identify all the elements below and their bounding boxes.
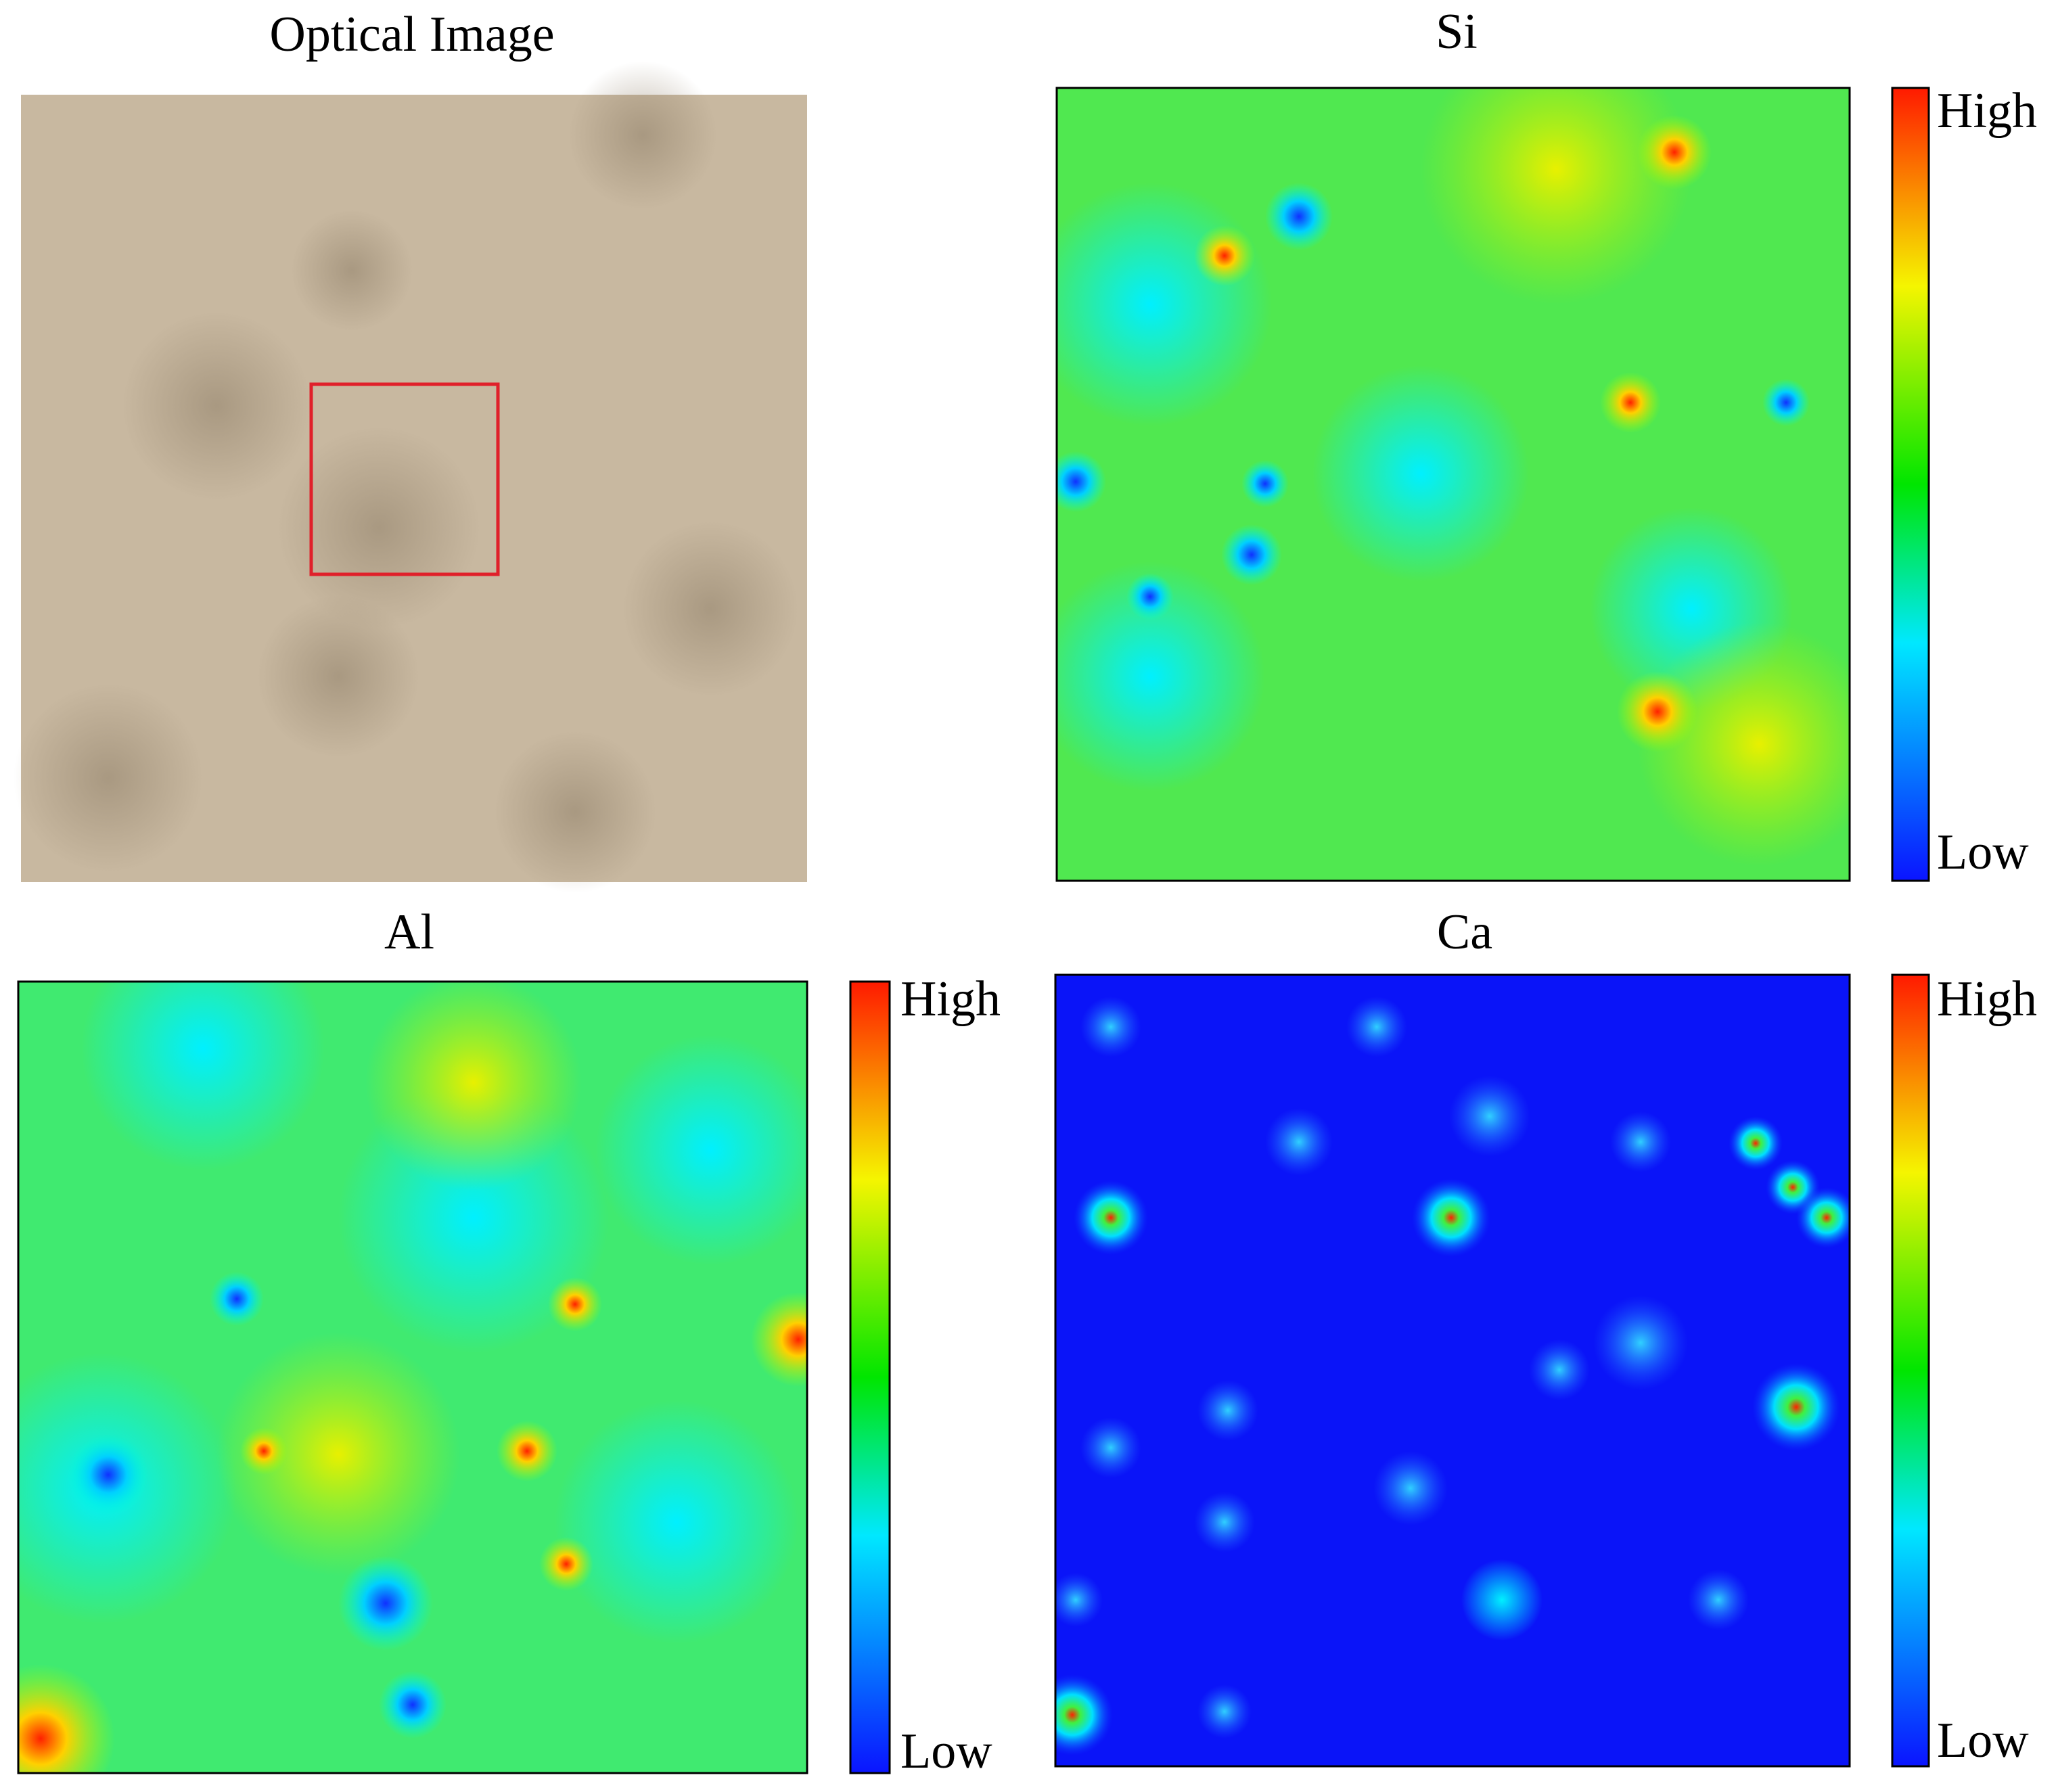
si-map — [1057, 88, 1850, 881]
ca-map-part — [1055, 1674, 1113, 1755]
ca-map-part — [1194, 1492, 1255, 1553]
si-map-part — [1421, 88, 1691, 304]
panel-title: Al — [384, 904, 434, 960]
ca-map-part — [1197, 1380, 1258, 1441]
ca-map-part — [1346, 996, 1407, 1057]
ca-map-part — [1593, 1295, 1688, 1390]
map-frame — [1055, 87, 1851, 882]
al-map-part — [595, 1035, 807, 1265]
ca-map-part — [1529, 1339, 1590, 1400]
ca-map-part — [1412, 1178, 1490, 1257]
al-map-part — [18, 1664, 115, 1773]
colorbar — [1891, 973, 1930, 1768]
ca-map-part — [1080, 1417, 1141, 1478]
si-map-part — [1194, 225, 1255, 286]
colorbar — [849, 980, 891, 1774]
colorbar-high-label: High — [900, 971, 1001, 1027]
si-map-part — [1241, 460, 1289, 507]
ca-map-part — [1796, 1187, 1850, 1248]
optical-image — [14, 61, 807, 893]
optical-image-part — [257, 595, 419, 758]
ca-map-part — [1610, 1111, 1671, 1172]
ca-map-part — [1197, 1684, 1252, 1739]
al-map-part — [497, 1421, 557, 1481]
ca-map-part — [1752, 1363, 1840, 1451]
ca-map-part — [1055, 975, 1850, 1766]
optical-image-part — [494, 731, 656, 893]
optical-image-part — [568, 61, 717, 210]
map-frame — [17, 980, 808, 1774]
colorbar-high-label: High — [1937, 83, 2037, 139]
map-frame — [1054, 973, 1851, 1768]
al-map-part — [555, 1400, 798, 1644]
panel-title: Optical Image — [269, 7, 554, 62]
si-map-part — [1057, 451, 1106, 512]
optical-image-part — [277, 426, 480, 629]
ca-map-part — [1688, 1569, 1749, 1630]
al-map-part — [210, 1272, 264, 1326]
al-map-part — [81, 982, 325, 1170]
si-map-part — [1312, 365, 1529, 582]
colorbar — [1891, 87, 1930, 882]
si-map-part — [1637, 115, 1712, 189]
ca-map-part — [1265, 1108, 1333, 1176]
optical-image-part — [291, 210, 413, 331]
si-map-part — [1221, 524, 1282, 585]
si-map-part — [1600, 372, 1661, 433]
si-map-part — [1265, 183, 1333, 250]
ca-map-part — [1729, 1116, 1783, 1170]
colorbar-low-label: Low — [1937, 825, 2029, 880]
ca-map-part — [1074, 1180, 1148, 1255]
al-map-part — [240, 1427, 288, 1475]
colorbar-low-label: Low — [1937, 1713, 2029, 1768]
colorbar-low-label: Low — [900, 1724, 992, 1779]
al-map-part — [338, 1556, 433, 1651]
panel-title: Ca — [1437, 904, 1492, 960]
al-map — [18, 982, 807, 1773]
si-map-part — [1126, 573, 1174, 620]
al-map-part — [539, 1537, 593, 1591]
optical-image-part — [622, 521, 798, 697]
optical-image-part — [122, 311, 311, 501]
optical-image-part — [14, 683, 203, 873]
al-map-part — [365, 982, 582, 1191]
ca-map-part — [1055, 1573, 1103, 1627]
ca-map — [1055, 975, 1850, 1766]
si-map-part — [1637, 622, 1850, 866]
si-map-part — [1617, 671, 1698, 752]
si-map-part — [1057, 561, 1265, 791]
ca-map-part — [1461, 1559, 1542, 1640]
al-map-part — [379, 1671, 447, 1739]
ca-map-part — [1373, 1451, 1448, 1525]
ca-map-part — [1080, 996, 1141, 1057]
al-map-part — [216, 1333, 460, 1576]
al-map-part — [68, 1434, 149, 1515]
ca-map-part — [1449, 1076, 1530, 1157]
colorbar-high-label: High — [1937, 971, 2037, 1027]
panel-title: Si — [1436, 4, 1478, 60]
si-map-part — [1762, 379, 1810, 426]
al-map-part — [751, 1292, 807, 1387]
al-map-part — [548, 1277, 602, 1331]
selection-box — [309, 382, 500, 576]
si-map-part — [1057, 183, 1272, 426]
